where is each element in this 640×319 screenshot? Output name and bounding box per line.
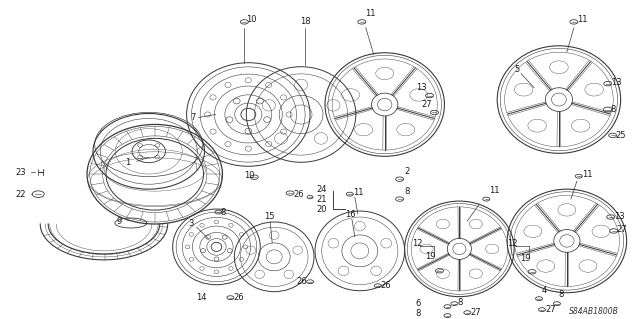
Text: 4: 4 — [542, 286, 547, 295]
Text: 13: 13 — [417, 83, 427, 92]
Text: 3: 3 — [189, 219, 194, 228]
Text: 16: 16 — [345, 210, 355, 219]
Text: 19: 19 — [426, 252, 436, 261]
Text: 25: 25 — [616, 131, 626, 140]
Text: 10: 10 — [246, 15, 257, 25]
Text: 12: 12 — [507, 239, 518, 249]
Text: S84AB1800B: S84AB1800B — [569, 307, 619, 315]
Text: 22: 22 — [15, 189, 26, 199]
Text: 27: 27 — [470, 308, 481, 317]
Text: 8: 8 — [415, 309, 421, 318]
Text: 8: 8 — [220, 208, 226, 217]
Text: 11: 11 — [577, 15, 588, 25]
Text: 8: 8 — [558, 290, 563, 299]
Text: 19: 19 — [520, 254, 531, 263]
Text: 8: 8 — [404, 187, 410, 196]
Text: 13: 13 — [614, 211, 624, 220]
Text: 14: 14 — [196, 293, 207, 302]
Text: 26: 26 — [296, 277, 307, 286]
Text: 11: 11 — [582, 170, 593, 179]
Text: 10: 10 — [244, 171, 255, 180]
Text: 8: 8 — [611, 105, 616, 114]
Text: 27: 27 — [617, 226, 627, 234]
Text: 23: 23 — [15, 168, 26, 177]
Text: 26: 26 — [381, 281, 391, 290]
Text: 24: 24 — [316, 185, 326, 194]
Text: 13: 13 — [611, 78, 621, 87]
Text: 12: 12 — [413, 239, 423, 249]
Text: 5: 5 — [514, 65, 520, 74]
Text: 11: 11 — [489, 186, 500, 195]
Text: 1: 1 — [125, 158, 130, 167]
Text: 6: 6 — [415, 299, 421, 308]
Text: 27: 27 — [545, 305, 556, 314]
Text: 26: 26 — [234, 293, 244, 302]
Text: 27: 27 — [422, 100, 432, 109]
Text: 15: 15 — [264, 211, 275, 220]
Text: 18: 18 — [300, 18, 310, 26]
Text: 20: 20 — [316, 204, 326, 213]
Text: 11: 11 — [365, 10, 375, 19]
Text: 7: 7 — [191, 113, 196, 122]
Text: 21: 21 — [316, 195, 326, 204]
Text: 11: 11 — [353, 188, 364, 197]
Text: 26: 26 — [293, 189, 304, 199]
Text: 8: 8 — [458, 298, 463, 307]
Text: 9: 9 — [117, 217, 122, 226]
Text: 2: 2 — [404, 167, 410, 176]
